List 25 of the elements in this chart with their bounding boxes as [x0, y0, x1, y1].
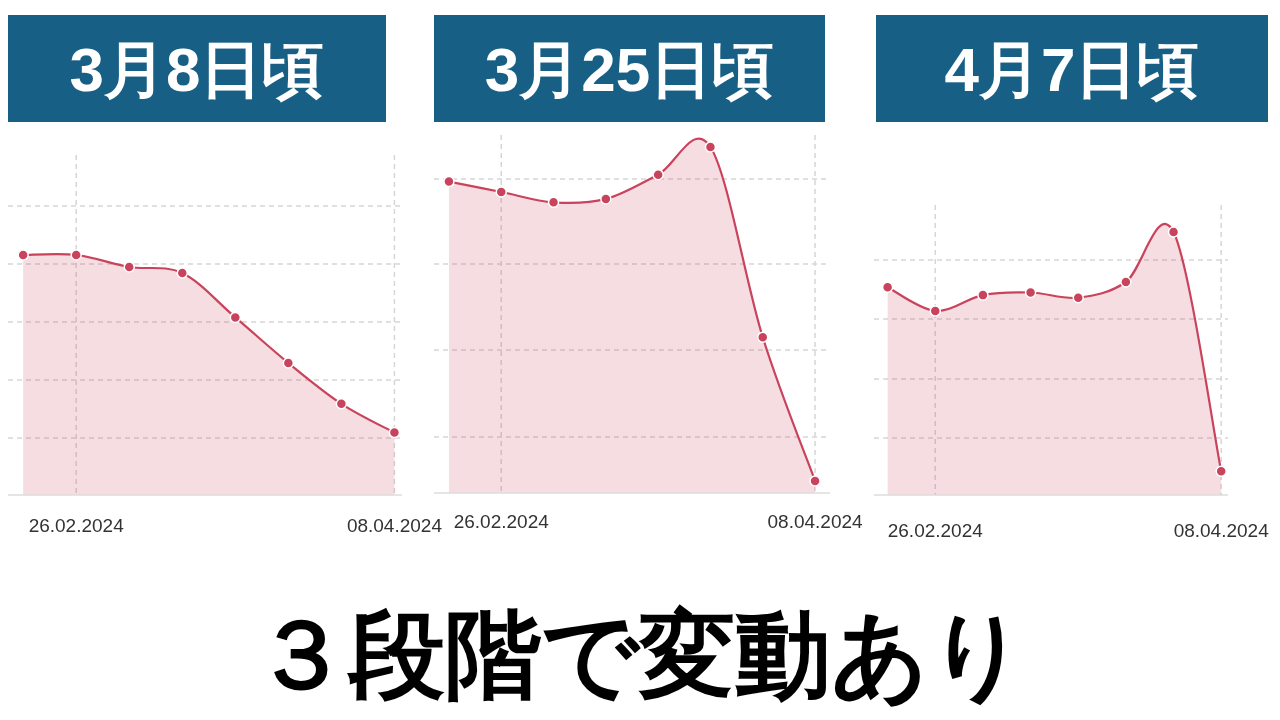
point [809, 475, 821, 487]
point [495, 186, 507, 198]
point [335, 398, 348, 410]
point [1072, 292, 1084, 304]
point [1215, 465, 1227, 478]
x-tick-label: 08.04.2024 [346, 515, 443, 536]
point [600, 193, 612, 205]
point [977, 289, 989, 301]
point [70, 249, 82, 261]
x-tick-label: 08.04.2024 [767, 511, 864, 532]
chart-title: 3月25日頃 [484, 34, 775, 104]
x-tick-label: 08.04.2024 [1173, 520, 1270, 541]
point [929, 305, 942, 317]
point [1120, 276, 1132, 288]
point [123, 261, 135, 273]
point [229, 311, 242, 324]
chart-title: 4月7日頃 [944, 34, 1200, 104]
x-tick-label: 26.02.2024 [453, 511, 550, 532]
point [1024, 286, 1037, 299]
text: ３段階で変動あり [253, 601, 1027, 708]
x-tick-label: 26.02.2024 [28, 515, 125, 536]
x-tick-label: 26.02.2024 [887, 520, 984, 541]
point [282, 357, 295, 369]
chart-title: 3月8日頃 [69, 34, 325, 104]
point [176, 267, 189, 279]
